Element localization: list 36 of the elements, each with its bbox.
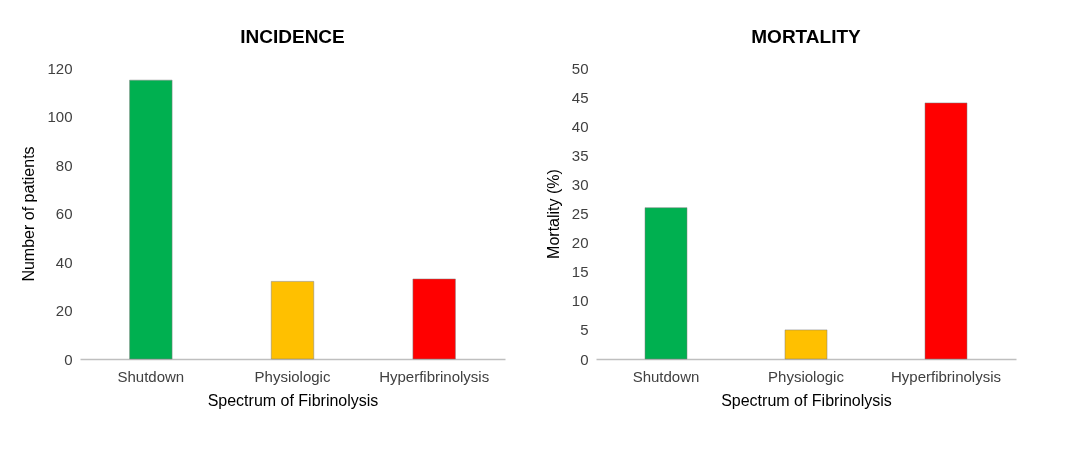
x-tick-label: Shutdown xyxy=(117,367,185,385)
y-axis-title: Number of patients xyxy=(20,146,38,282)
chart-title: MORTALITY xyxy=(751,26,862,47)
y-tick-label: 40 xyxy=(571,117,589,135)
y-tick-label: 20 xyxy=(571,234,589,252)
y-tick-label: 100 xyxy=(47,108,73,125)
x-tick-label: Physiologic xyxy=(254,367,331,385)
x-tick-label: Hyperfibrinolysis xyxy=(890,367,1002,385)
y-tick-label: 20 xyxy=(55,302,73,319)
bar xyxy=(784,329,828,360)
y-tick-label: 0 xyxy=(580,350,589,368)
y-tick-label: 5 xyxy=(580,321,589,339)
y-tick-label: 25 xyxy=(571,205,589,222)
y-tick-label: 80 xyxy=(55,156,73,174)
bar xyxy=(129,79,173,360)
y-tick-label: 50 xyxy=(571,59,589,77)
bar xyxy=(412,278,456,360)
x-axis-title: Spectrum of Fibrinolysis xyxy=(207,391,379,409)
y-axis-title: Mortality (%) xyxy=(544,169,562,259)
y-tick-label: 40 xyxy=(55,253,73,271)
x-tick-label: Hyperfibrinolysis xyxy=(379,367,490,385)
bar xyxy=(924,102,968,360)
y-tick-label: 10 xyxy=(571,292,589,310)
y-tick-label: 120 xyxy=(47,59,73,77)
x-tick-label: Shutdown xyxy=(632,367,700,385)
y-tick-label: 15 xyxy=(571,263,589,281)
y-tick-label: 35 xyxy=(571,146,589,164)
bar xyxy=(271,281,314,360)
x-axis-title: Spectrum of Fibrinolysis xyxy=(721,391,892,409)
y-tick-label: 30 xyxy=(571,175,589,193)
y-tick-label: 60 xyxy=(55,205,73,222)
bar xyxy=(644,207,688,360)
x-tick-label: Physiologic xyxy=(768,367,845,385)
y-tick-label: 0 xyxy=(64,350,73,368)
chart-title: INCIDENCE xyxy=(240,26,345,47)
y-tick-label: 45 xyxy=(571,88,589,106)
